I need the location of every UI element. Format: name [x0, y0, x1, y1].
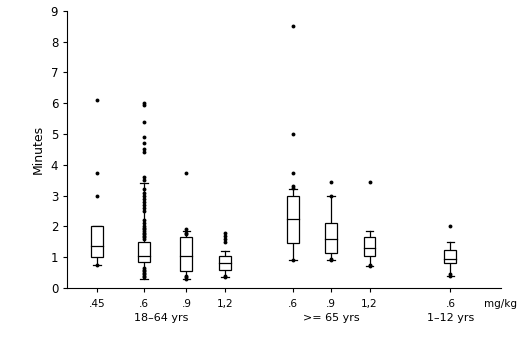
- Text: .45: .45: [89, 299, 105, 309]
- Text: .6: .6: [446, 299, 455, 309]
- Text: .9: .9: [181, 299, 191, 309]
- Text: 1,2: 1,2: [361, 299, 378, 309]
- Y-axis label: Minutes: Minutes: [32, 125, 45, 174]
- Text: 1–12 yrs: 1–12 yrs: [427, 313, 474, 323]
- Text: 1,2: 1,2: [217, 299, 233, 309]
- Bar: [325, 223, 337, 253]
- Bar: [91, 226, 103, 257]
- Text: >= 65 yrs: >= 65 yrs: [303, 313, 359, 323]
- Text: .6: .6: [139, 299, 149, 309]
- Text: mg/kg: mg/kg: [484, 299, 517, 309]
- Bar: [138, 242, 150, 262]
- Bar: [180, 237, 192, 271]
- Text: .6: .6: [288, 299, 298, 309]
- Bar: [445, 249, 457, 264]
- Text: .9: .9: [326, 299, 336, 309]
- Text: 18–64 yrs: 18–64 yrs: [134, 313, 188, 323]
- Bar: [363, 237, 375, 256]
- Bar: [219, 256, 231, 270]
- Bar: [287, 195, 299, 243]
